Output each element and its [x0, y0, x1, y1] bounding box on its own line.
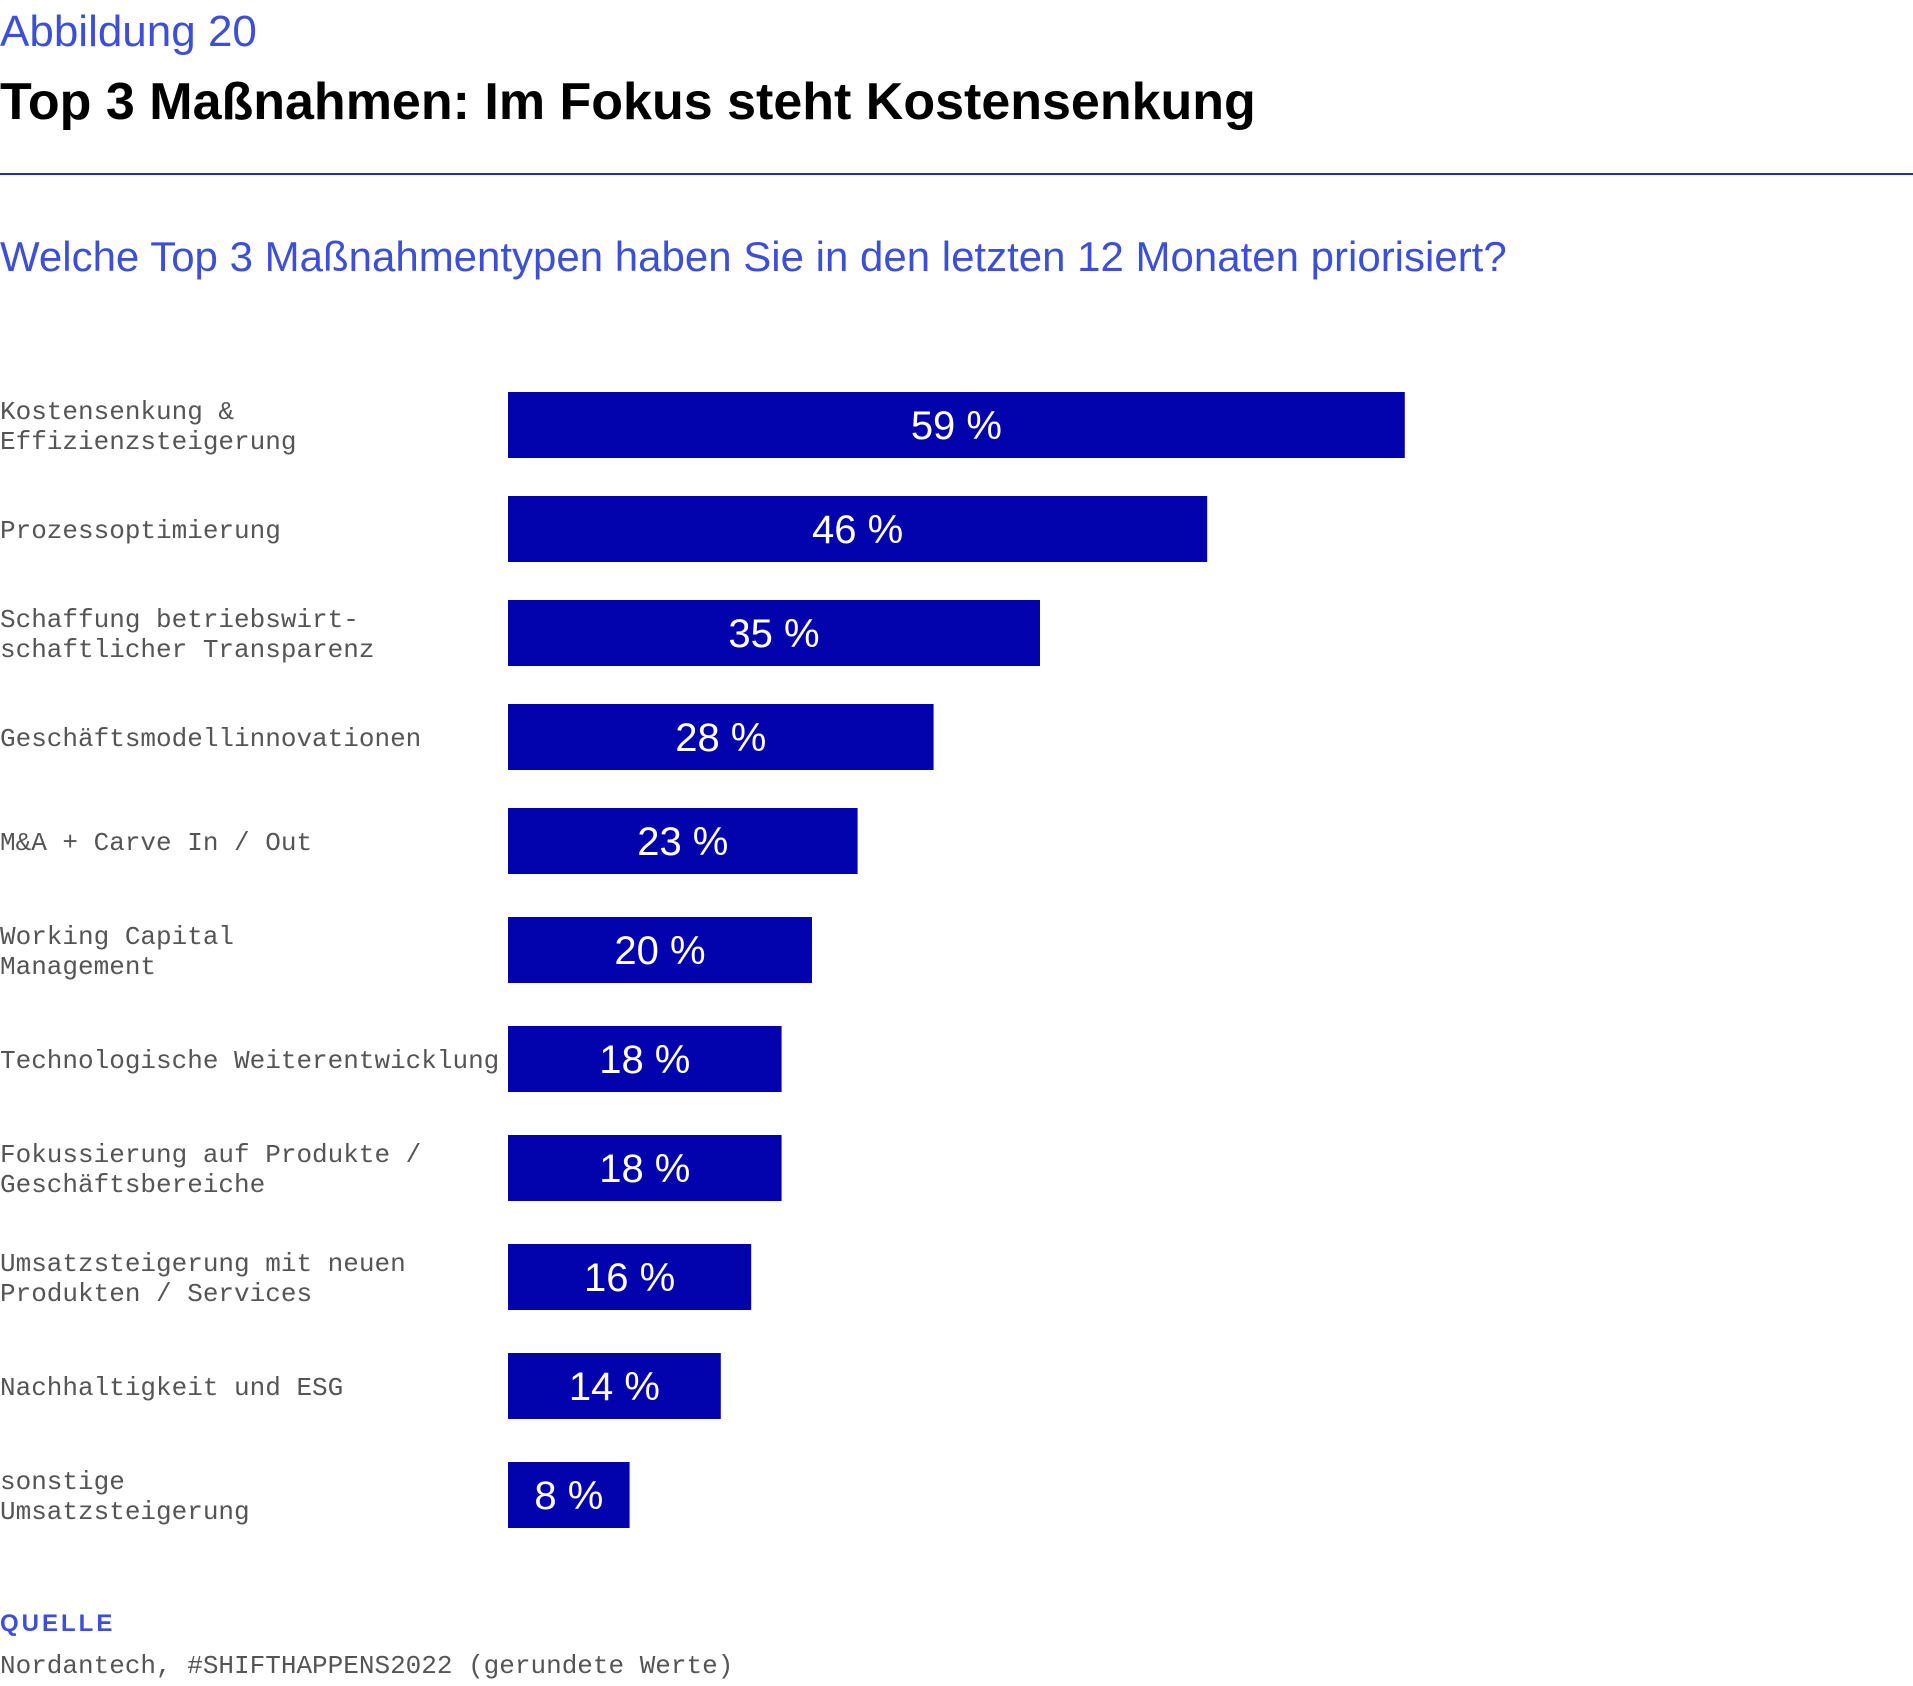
bar	[508, 392, 1405, 458]
category-label: Schaffung betriebswirt-schaftlicher Tran…	[0, 605, 374, 665]
value-label: 28 %	[675, 716, 766, 760]
bar	[508, 704, 934, 770]
source-heading: QUELLE	[0, 1610, 116, 1637]
category-label: Kostensenkung & Effizienzsteigerung	[0, 397, 296, 457]
bar	[508, 1462, 630, 1528]
category-label: Prozessoptimierung	[0, 516, 281, 546]
category-label: M&A + Carve In / Out	[0, 828, 312, 858]
title-divider	[0, 173, 1913, 175]
category-label: Technologische Weiterentwicklung	[0, 1046, 499, 1076]
value-label: 18 %	[599, 1038, 690, 1082]
value-label: 59 %	[911, 404, 1002, 448]
category-label: sonstige Umsatzsteigerung	[0, 1467, 250, 1527]
source-text: Nordantech, #SHIFTHAPPENS2022 (gerundete…	[0, 1651, 734, 1681]
bar	[508, 1353, 721, 1419]
bar	[508, 917, 812, 983]
bar	[508, 808, 858, 874]
bar-chart: Kostensenkung & Effizienzsteigerung 59 % Pr…	[0, 392, 1405, 1528]
bar	[508, 1135, 782, 1201]
chart-title: Top 3 Maßnahmen: Im Fokus steht Kostense…	[0, 73, 1256, 131]
chart-subtitle: Welche Top 3 Maßnahmentypen haben Sie in…	[0, 233, 1507, 280]
bar	[508, 1244, 752, 1310]
category-label: Nachhaltigkeit und ESG	[0, 1373, 343, 1403]
value-label: 14 %	[569, 1365, 660, 1409]
bar	[508, 1026, 782, 1092]
category-label: Working Capital Management	[0, 922, 234, 982]
value-label: 46 %	[812, 508, 903, 552]
category-label: Umsatzsteigerung mit neuen Produkten / Se…	[0, 1249, 406, 1309]
figure-number: Abbildung 20	[0, 7, 257, 56]
value-label: 23 %	[637, 820, 728, 864]
bar	[508, 600, 1040, 666]
value-label: 8 %	[534, 1474, 603, 1518]
value-label: 18 %	[599, 1147, 690, 1191]
category-label: Geschäftsmodellinnovationen	[0, 724, 421, 754]
value-label: 16 %	[584, 1256, 675, 1300]
value-label: 35 %	[728, 612, 819, 656]
bar	[508, 496, 1208, 562]
value-label: 20 %	[614, 929, 705, 973]
category-label: Fokussierung auf Produkte / Geschäftsbere…	[0, 1140, 421, 1200]
